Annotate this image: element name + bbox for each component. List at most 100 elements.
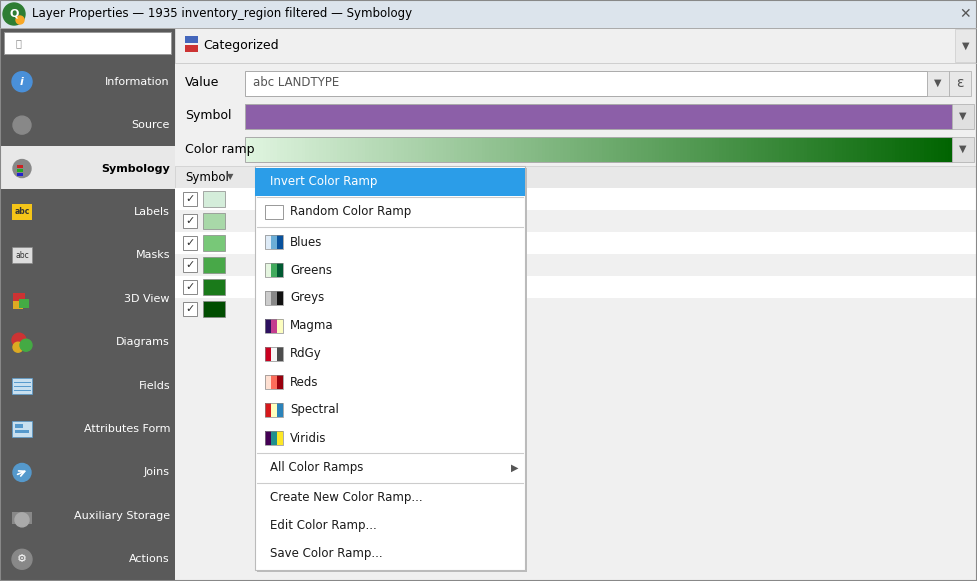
Bar <box>811 137 815 162</box>
Text: Edit Color Ramp...: Edit Color Ramp... <box>270 519 377 533</box>
Bar <box>658 137 662 162</box>
Bar <box>277 431 283 445</box>
Bar <box>899 137 903 162</box>
Bar <box>704 137 708 162</box>
Bar <box>4 32 171 54</box>
Bar <box>648 137 652 162</box>
Text: Actions: Actions <box>129 554 170 564</box>
Bar <box>265 235 283 249</box>
Bar <box>245 137 952 162</box>
Bar <box>680 137 684 162</box>
Bar <box>277 347 283 361</box>
Bar <box>591 137 595 162</box>
Bar <box>175 232 977 254</box>
Circle shape <box>13 464 31 482</box>
Bar <box>271 235 277 249</box>
Text: abc: abc <box>15 251 29 260</box>
Text: Blues: Blues <box>290 235 322 249</box>
Bar <box>12 378 32 393</box>
Bar <box>344 137 348 162</box>
Text: Greens: Greens <box>290 264 332 277</box>
Bar <box>333 137 337 162</box>
Bar <box>892 137 896 162</box>
Circle shape <box>12 549 32 569</box>
Bar <box>183 236 197 250</box>
Bar <box>669 137 673 162</box>
Bar <box>322 137 326 162</box>
Bar <box>291 137 295 162</box>
Bar <box>265 431 283 445</box>
Bar <box>637 137 642 162</box>
Bar <box>271 375 277 389</box>
Bar <box>803 137 808 162</box>
Bar <box>486 137 489 162</box>
Bar <box>609 137 614 162</box>
Bar <box>492 137 496 162</box>
Bar <box>652 137 656 162</box>
Bar <box>471 137 475 162</box>
Bar <box>265 403 271 417</box>
Bar <box>17 173 23 175</box>
Bar <box>825 137 828 162</box>
Text: Symbology: Symbology <box>102 163 170 174</box>
Bar <box>265 431 271 445</box>
Bar <box>277 235 283 249</box>
Bar <box>294 137 299 162</box>
Bar <box>0 146 175 189</box>
Bar <box>440 137 444 162</box>
Bar <box>517 137 522 162</box>
Bar <box>768 137 772 162</box>
Bar <box>376 137 380 162</box>
Bar <box>761 137 765 162</box>
Text: Viridis: Viridis <box>290 432 326 444</box>
Bar <box>857 137 861 162</box>
Bar <box>397 137 401 162</box>
Bar <box>394 137 398 162</box>
Bar <box>425 137 429 162</box>
Bar <box>619 137 623 162</box>
Bar <box>796 137 800 162</box>
Text: Magma: Magma <box>290 320 333 332</box>
Bar <box>853 137 857 162</box>
Bar <box>577 137 581 162</box>
Bar <box>488 137 493 162</box>
Bar <box>359 137 362 162</box>
Bar <box>277 263 283 277</box>
Bar <box>563 137 568 162</box>
Bar <box>945 137 949 162</box>
Bar <box>818 137 822 162</box>
Bar <box>183 280 197 294</box>
Bar <box>602 137 606 162</box>
Text: Reds: Reds <box>290 375 319 389</box>
Text: ▶: ▶ <box>511 463 519 473</box>
Bar <box>348 137 352 162</box>
Bar <box>871 137 874 162</box>
Bar <box>265 205 283 219</box>
Bar <box>765 137 769 162</box>
Bar <box>584 137 588 162</box>
Bar <box>203 213 225 229</box>
Text: Create New Color Ramp...: Create New Color Ramp... <box>270 492 423 504</box>
Bar <box>849 137 854 162</box>
Bar <box>814 137 818 162</box>
Bar <box>698 137 701 162</box>
Bar <box>896 137 900 162</box>
Bar <box>860 137 864 162</box>
Bar <box>411 137 415 162</box>
Bar <box>263 137 267 162</box>
Bar <box>19 299 29 308</box>
Circle shape <box>3 3 25 25</box>
Bar <box>580 137 585 162</box>
Text: ✓: ✓ <box>186 282 194 292</box>
Bar <box>606 137 610 162</box>
Bar <box>722 137 726 162</box>
Bar <box>305 137 309 162</box>
Bar <box>942 137 946 162</box>
Text: ✓: ✓ <box>186 194 194 204</box>
Bar <box>789 137 793 162</box>
Text: ▼: ▼ <box>934 78 942 88</box>
Text: Color ramp: Color ramp <box>185 142 254 156</box>
Bar <box>531 137 535 162</box>
Bar <box>694 137 698 162</box>
Bar <box>284 137 288 162</box>
